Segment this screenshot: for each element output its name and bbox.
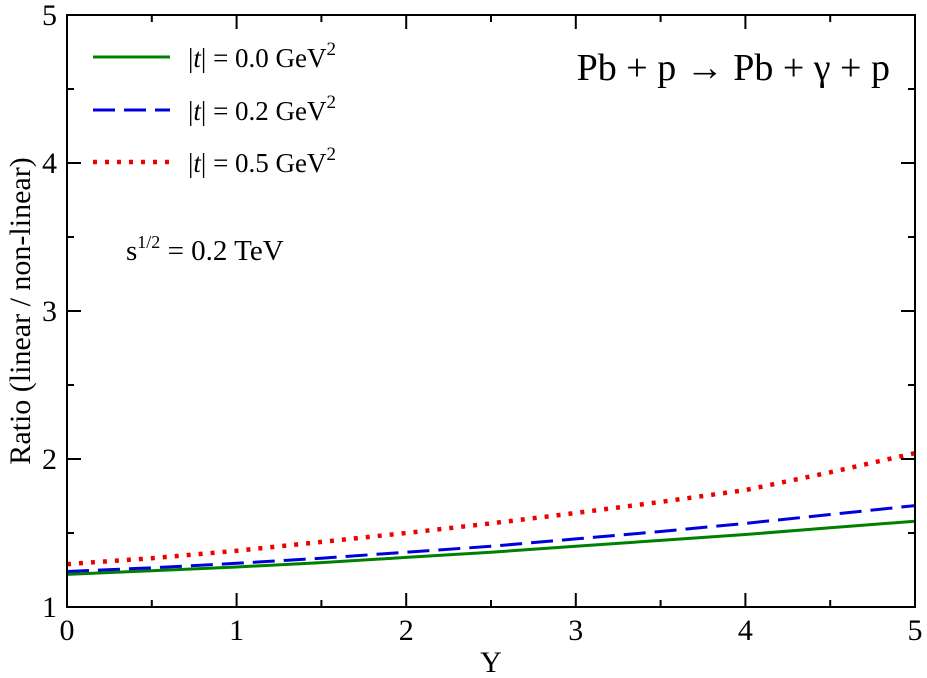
y-tick-label: 4 xyxy=(42,147,57,180)
x-tick-label: 2 xyxy=(399,614,414,647)
legend: |t| = 0.0 GeV2 |t| = 0.2 GeV2 |t| = 0.5 Ge… xyxy=(93,39,336,178)
x-tick-label: 4 xyxy=(738,614,753,647)
x-axis-title: Y xyxy=(480,646,502,678)
legend-label-1: |t| = 0.2 GeV2 xyxy=(188,92,336,126)
y-axis-title: Ratio (linear / non-linear) xyxy=(4,157,37,464)
energy-annotation: s1/2 = 0.2 TeV xyxy=(126,232,284,267)
x-tick-label: 3 xyxy=(568,614,583,647)
legend-label-0: |t| = 0.0 GeV2 xyxy=(188,39,336,73)
energy-exponent: 1/2 xyxy=(137,232,160,252)
x-tick-label: 0 xyxy=(60,614,75,647)
plot-frame xyxy=(66,14,916,608)
minor-ticks xyxy=(67,15,915,607)
series-line-0 xyxy=(66,519,916,576)
y-tick-label: 3 xyxy=(42,295,57,328)
series-line-1 xyxy=(66,504,916,573)
series-lines xyxy=(66,450,916,576)
y-tick-label: 1 xyxy=(42,591,57,624)
series-line-2 xyxy=(66,450,916,567)
x-tick-label: 5 xyxy=(908,614,923,647)
y-tick-label: 2 xyxy=(42,443,57,476)
reaction-annotation: Pb + p → Pb + γ + p xyxy=(577,47,890,89)
energy-base: s xyxy=(126,235,137,267)
x-tick-label: 1 xyxy=(229,614,244,647)
energy-value: = 0.2 TeV xyxy=(160,235,283,267)
legend-label-2: |t| = 0.5 GeV2 xyxy=(188,144,336,178)
y-tick-label: 5 xyxy=(42,0,57,32)
